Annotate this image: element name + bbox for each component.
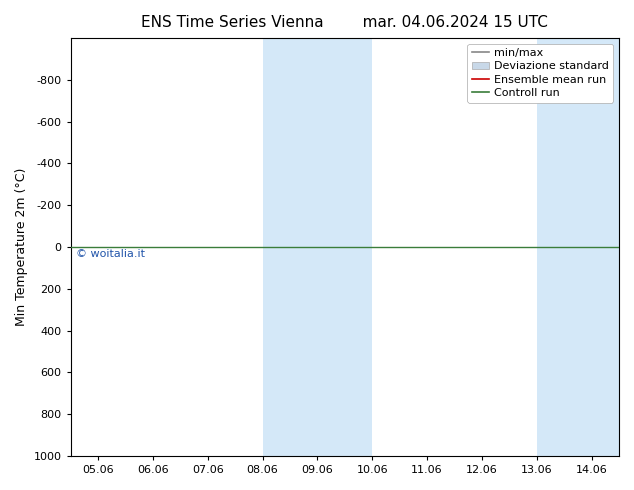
Y-axis label: Min Temperature 2m (°C): Min Temperature 2m (°C) (15, 168, 28, 326)
Legend: min/max, Deviazione standard, Ensemble mean run, Controll run: min/max, Deviazione standard, Ensemble m… (467, 44, 614, 102)
Bar (537, 38, 619, 456)
Bar (262, 38, 372, 456)
Title: ENS Time Series Vienna        mar. 04.06.2024 15 UTC: ENS Time Series Vienna mar. 04.06.2024 1… (141, 15, 548, 30)
Text: © woitalia.it: © woitalia.it (76, 249, 145, 259)
